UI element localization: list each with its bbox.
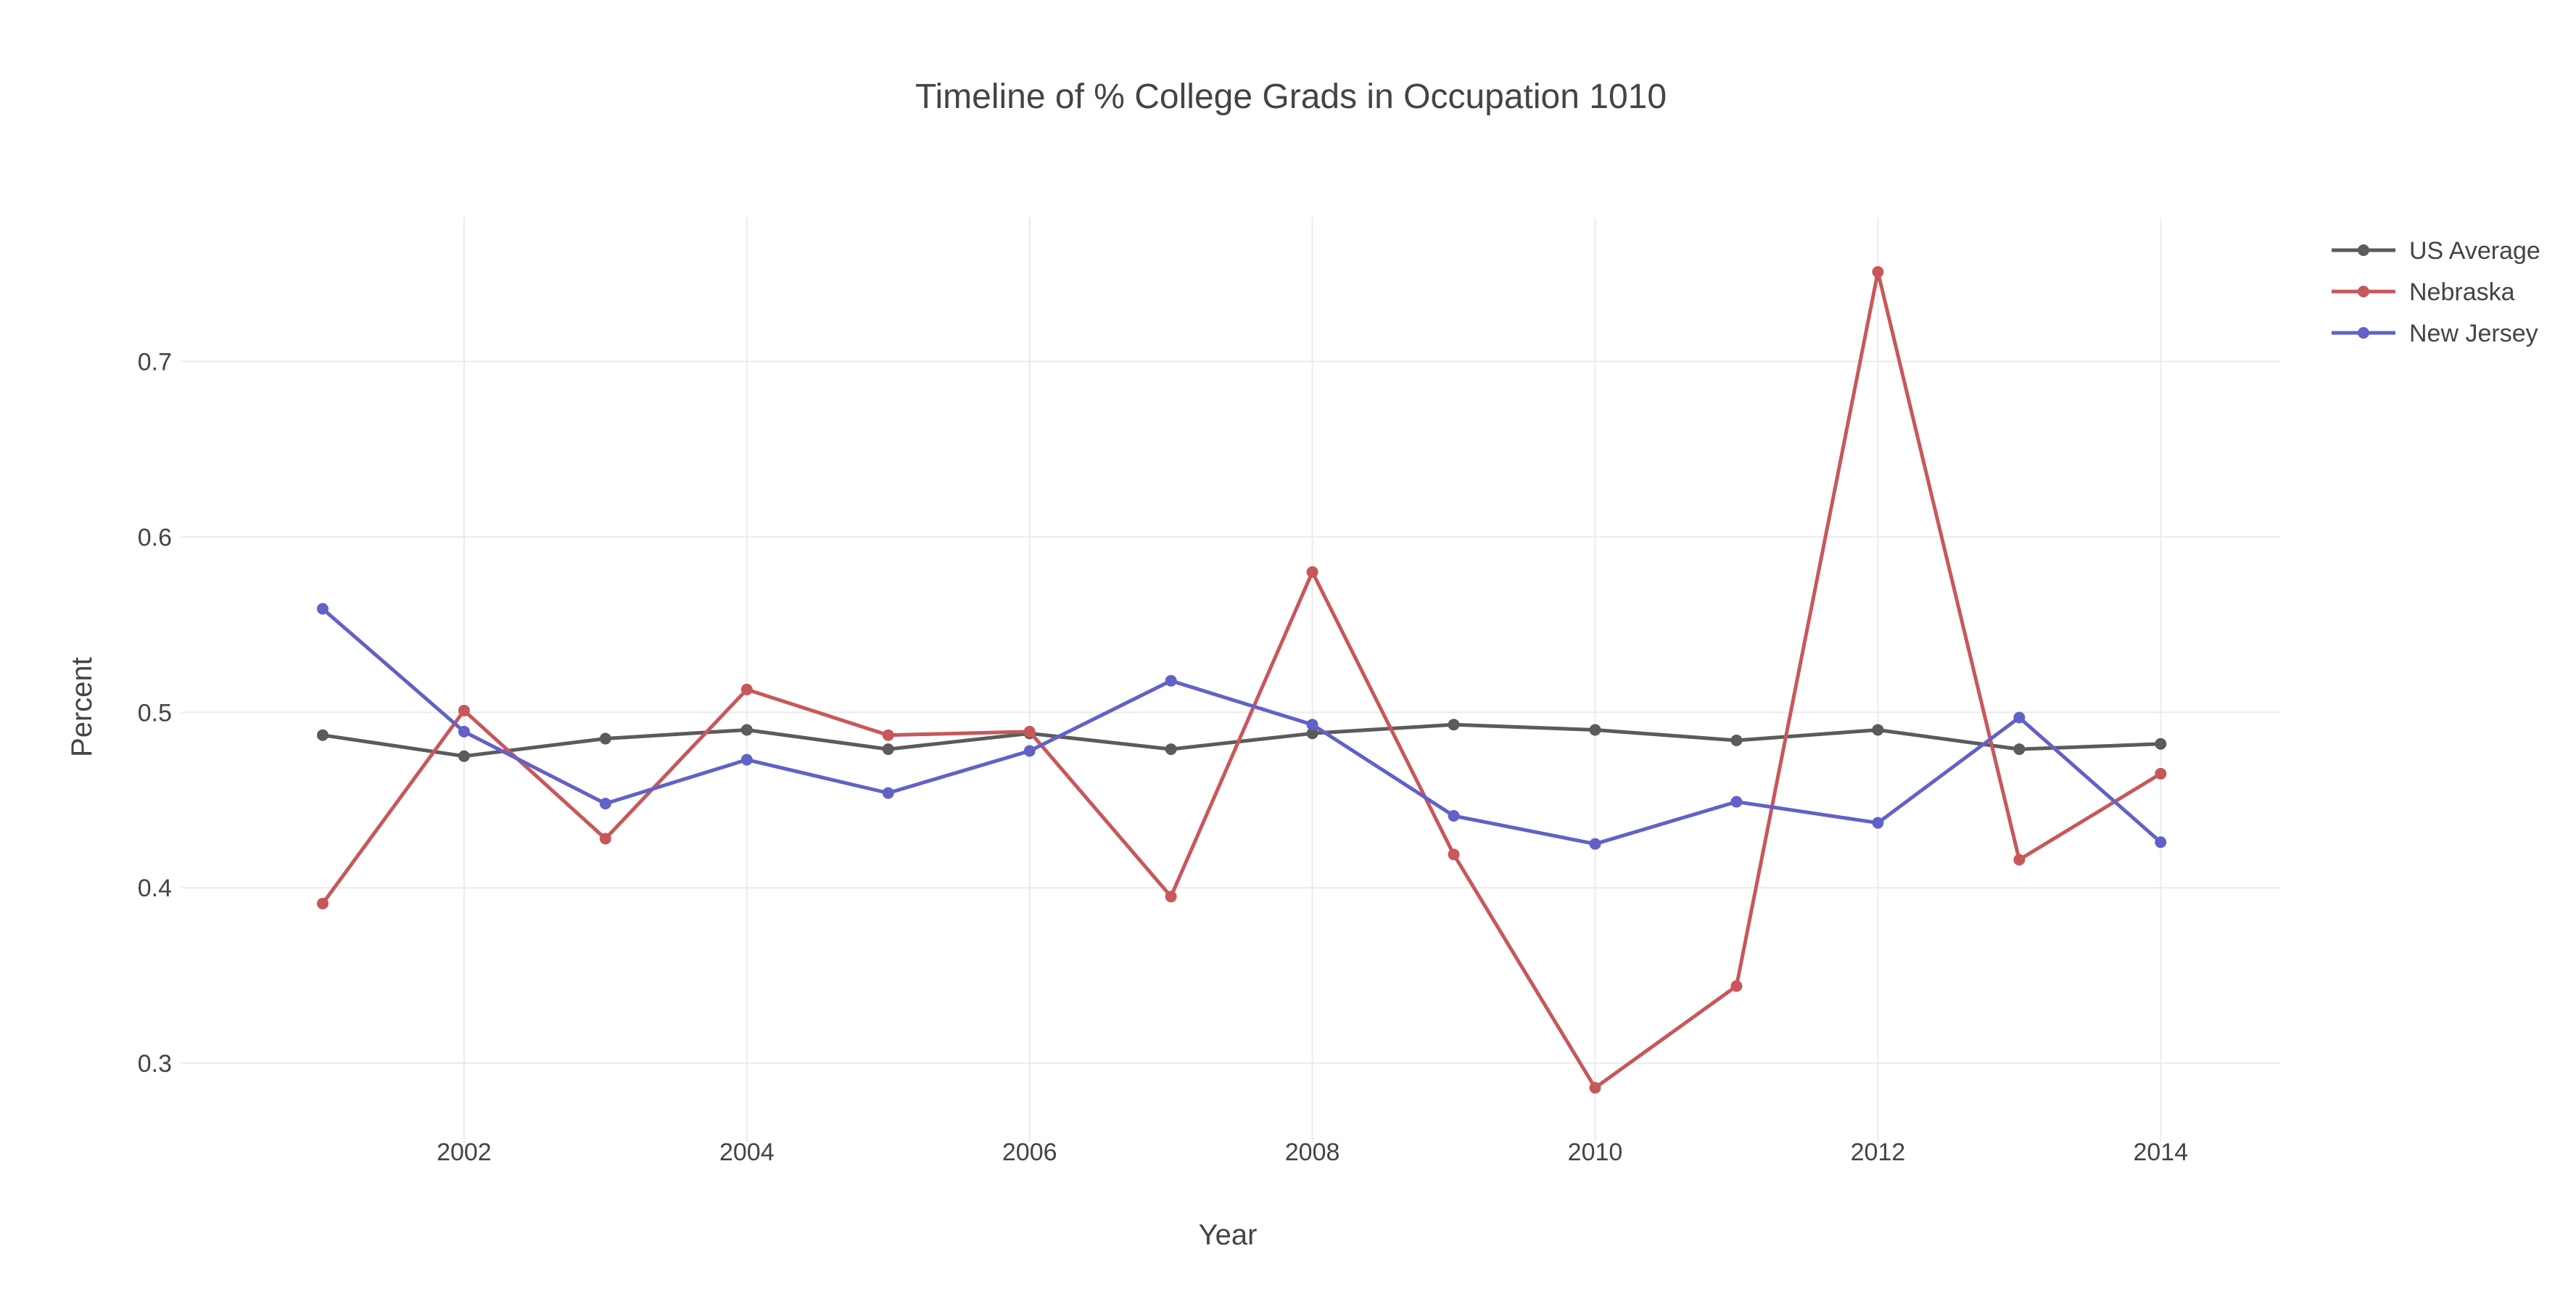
chart-title: Timeline of % College Grads in Occupatio…: [915, 78, 1667, 116]
data-point-us-average: [1306, 727, 1318, 740]
series-line-us-average: [321, 722, 2163, 759]
x-tick-label: 2014: [2133, 1139, 2188, 1166]
data-point-new-jersey: [599, 798, 611, 810]
y-tick-label: 0.3: [138, 1050, 172, 1078]
data-point-nebraska: [599, 833, 611, 845]
data-point-new-jersey: [316, 603, 329, 615]
series-line-new-jersey: [321, 607, 2163, 846]
legend-label: Nebraska: [2409, 278, 2515, 306]
data-point-nebraska: [316, 897, 329, 909]
data-point-nebraska: [1730, 980, 1743, 992]
data-point-nebraska: [1589, 1082, 1601, 1094]
data-point-nebraska: [2155, 767, 2167, 780]
legend-label: US Average: [2409, 237, 2540, 265]
y-tick-label: 0.7: [138, 348, 172, 376]
axes: Timeline of % College Grads in Occupatio…: [66, 78, 2188, 1251]
x-tick-label: 2010: [1568, 1139, 1623, 1166]
data-point-nebraska: [1306, 566, 1318, 578]
data-point-nebraska: [2013, 854, 2026, 866]
data-point-new-jersey: [1165, 674, 1177, 687]
data-point-us-average: [1448, 719, 1460, 731]
data-point-new-jersey: [1589, 838, 1601, 850]
data-point-new-jersey: [2013, 711, 2026, 724]
legend-swatch-marker: [2358, 286, 2369, 297]
x-tick-label: 2012: [1851, 1139, 1906, 1166]
data-point-new-jersey: [458, 725, 470, 738]
series-lines: [316, 266, 2167, 1094]
series-new-jersey: [316, 603, 2167, 850]
data-point-new-jersey: [1023, 745, 1036, 757]
x-tick-label: 2008: [1285, 1139, 1340, 1166]
data-point-us-average: [2013, 743, 2026, 756]
gridlines: [181, 218, 2281, 1142]
x-tick-label: 2006: [1002, 1139, 1057, 1166]
x-axis-title: Year: [1199, 1219, 1258, 1251]
data-point-nebraska: [1872, 266, 1884, 278]
data-point-us-average: [1589, 724, 1601, 736]
data-point-us-average: [316, 729, 329, 741]
data-point-us-average: [458, 750, 470, 762]
data-point-nebraska: [458, 704, 470, 716]
y-tick-label: 0.4: [138, 875, 172, 902]
data-point-us-average: [1165, 743, 1177, 756]
x-tick-label: 2004: [719, 1139, 775, 1166]
data-point-us-average: [1730, 734, 1743, 746]
data-point-us-average: [1872, 724, 1884, 736]
legend-item-new-jersey: New Jersey: [2332, 320, 2538, 347]
series-line-nebraska: [321, 270, 2163, 1090]
data-point-us-average: [740, 724, 753, 736]
data-point-new-jersey: [1872, 817, 1884, 829]
data-point-nebraska: [1448, 848, 1460, 861]
data-point-us-average: [2155, 738, 2167, 750]
data-point-nebraska: [1023, 725, 1036, 738]
x-tick-label: 2002: [437, 1139, 492, 1166]
data-point-us-average: [882, 743, 894, 756]
data-point-new-jersey: [1730, 796, 1743, 808]
legend-label: New Jersey: [2409, 320, 2538, 347]
data-point-new-jersey: [2155, 836, 2167, 848]
y-axis-title: Percent: [66, 657, 98, 757]
legend: US Average Nebraska New Jersey: [2332, 237, 2540, 347]
data-point-nebraska: [1165, 891, 1177, 903]
data-point-nebraska: [882, 729, 894, 741]
data-point-new-jersey: [1448, 810, 1460, 822]
legend-item-nebraska: Nebraska: [2332, 278, 2515, 306]
data-point-us-average: [599, 732, 611, 745]
series-nebraska: [316, 266, 2167, 1094]
y-tick-label: 0.5: [138, 699, 172, 727]
legend-swatch-marker: [2358, 244, 2369, 256]
y-tick-label: 0.6: [138, 524, 172, 551]
legend-swatch-marker: [2358, 327, 2369, 339]
legend-item-us-average: US Average: [2332, 237, 2540, 265]
data-point-nebraska: [740, 683, 753, 695]
data-point-new-jersey: [740, 753, 753, 766]
data-point-new-jersey: [882, 787, 894, 799]
data-point-new-jersey: [1306, 719, 1318, 731]
